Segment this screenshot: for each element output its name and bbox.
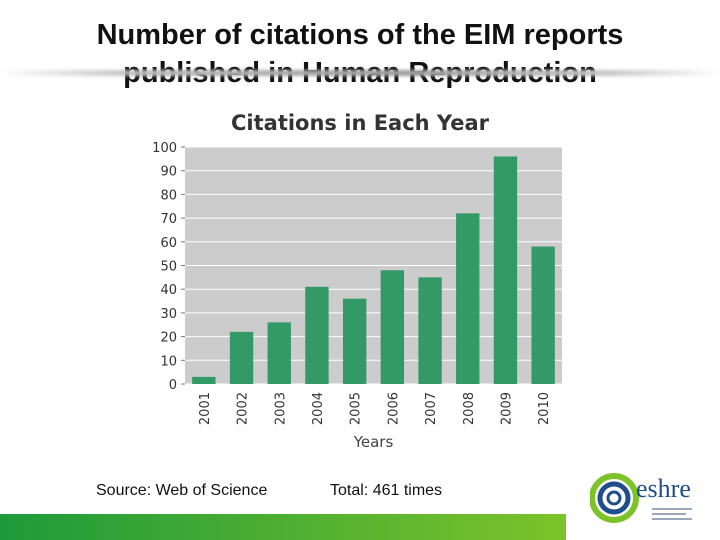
y-tick-label: 60 (160, 236, 177, 251)
logo-wordmark: eshre (636, 474, 691, 503)
x-tick-label: 2006 (386, 392, 401, 425)
bar-2008 (456, 213, 480, 384)
x-tick-label: 2008 (462, 392, 477, 425)
total-note: Total: 461 times (330, 482, 443, 499)
x-tick-label: 2007 (424, 392, 439, 425)
logo-swirl-inner (606, 490, 622, 506)
y-tick-label: 50 (160, 260, 177, 275)
y-tick-label: 70 (160, 212, 177, 227)
x-tick-label: 2004 (311, 392, 326, 425)
bar-2006 (380, 270, 405, 384)
bar-2004 (305, 286, 329, 384)
y-tick-label: 90 (160, 165, 177, 180)
x-tick-label: 2009 (499, 392, 514, 425)
bar-2001 (192, 376, 216, 384)
source-note: Source: Web of Science (96, 482, 268, 499)
logo-swirl-outer (590, 473, 639, 523)
slide-title: Number of citations of the EIM reports p… (0, 16, 720, 92)
logo-tagline-line (652, 513, 686, 515)
y-tick-label: 0 (169, 378, 177, 393)
x-tick-label: 2001 (198, 392, 213, 425)
x-tick-label: 2002 (236, 392, 251, 425)
y-tick-label: 20 (160, 331, 177, 346)
y-tick-label: 30 (160, 307, 177, 322)
logo-tagline-line (652, 518, 692, 520)
chart-title: Citations in Each Year (231, 111, 490, 135)
logo-swirl-middle (597, 481, 631, 515)
eshre-logo (590, 473, 692, 523)
y-tick-label: 40 (160, 283, 177, 298)
x-tick-label: 2003 (273, 392, 288, 425)
x-tick-label: 2005 (349, 392, 364, 425)
citations-bar-chart: Citations in Each Year 0 10 20 30 40 50 60 70 80 9… (152, 111, 562, 451)
bar-2002 (229, 331, 254, 384)
y-tick-label: 80 (160, 188, 177, 203)
title-divider (0, 70, 720, 76)
bar-2003 (267, 322, 291, 384)
logo-tagline-line (652, 508, 692, 510)
title-line-1: Number of citations of the EIM reports (96, 19, 624, 51)
bar-2009 (493, 156, 518, 384)
y-tick-label: 10 (160, 354, 177, 369)
bar-2010 (531, 246, 555, 384)
x-tick-label: 2010 (537, 392, 552, 425)
footer-bar (0, 514, 566, 540)
bar-2007 (418, 277, 442, 384)
x-axis-label: Years (353, 433, 394, 451)
bar-2005 (342, 298, 367, 384)
y-tick-label: 100 (152, 141, 177, 156)
